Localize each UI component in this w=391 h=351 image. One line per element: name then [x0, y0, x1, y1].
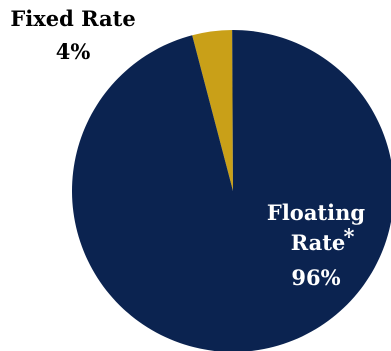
pie-slice-floating-rate [72, 30, 391, 351]
floating-rate-label-line1: Floating [267, 200, 365, 225]
floating-rate-value: 96% [291, 265, 340, 290]
fixed-rate-label: Fixed Rate [10, 6, 135, 31]
floating-rate-label-line2: Rate [291, 230, 346, 255]
fixed-rate-value: 4% [56, 39, 91, 64]
pie-slices [72, 30, 391, 351]
floating-rate-footnote-marker: * [344, 224, 355, 249]
pie-slice-fixed-rate [192, 30, 233, 191]
